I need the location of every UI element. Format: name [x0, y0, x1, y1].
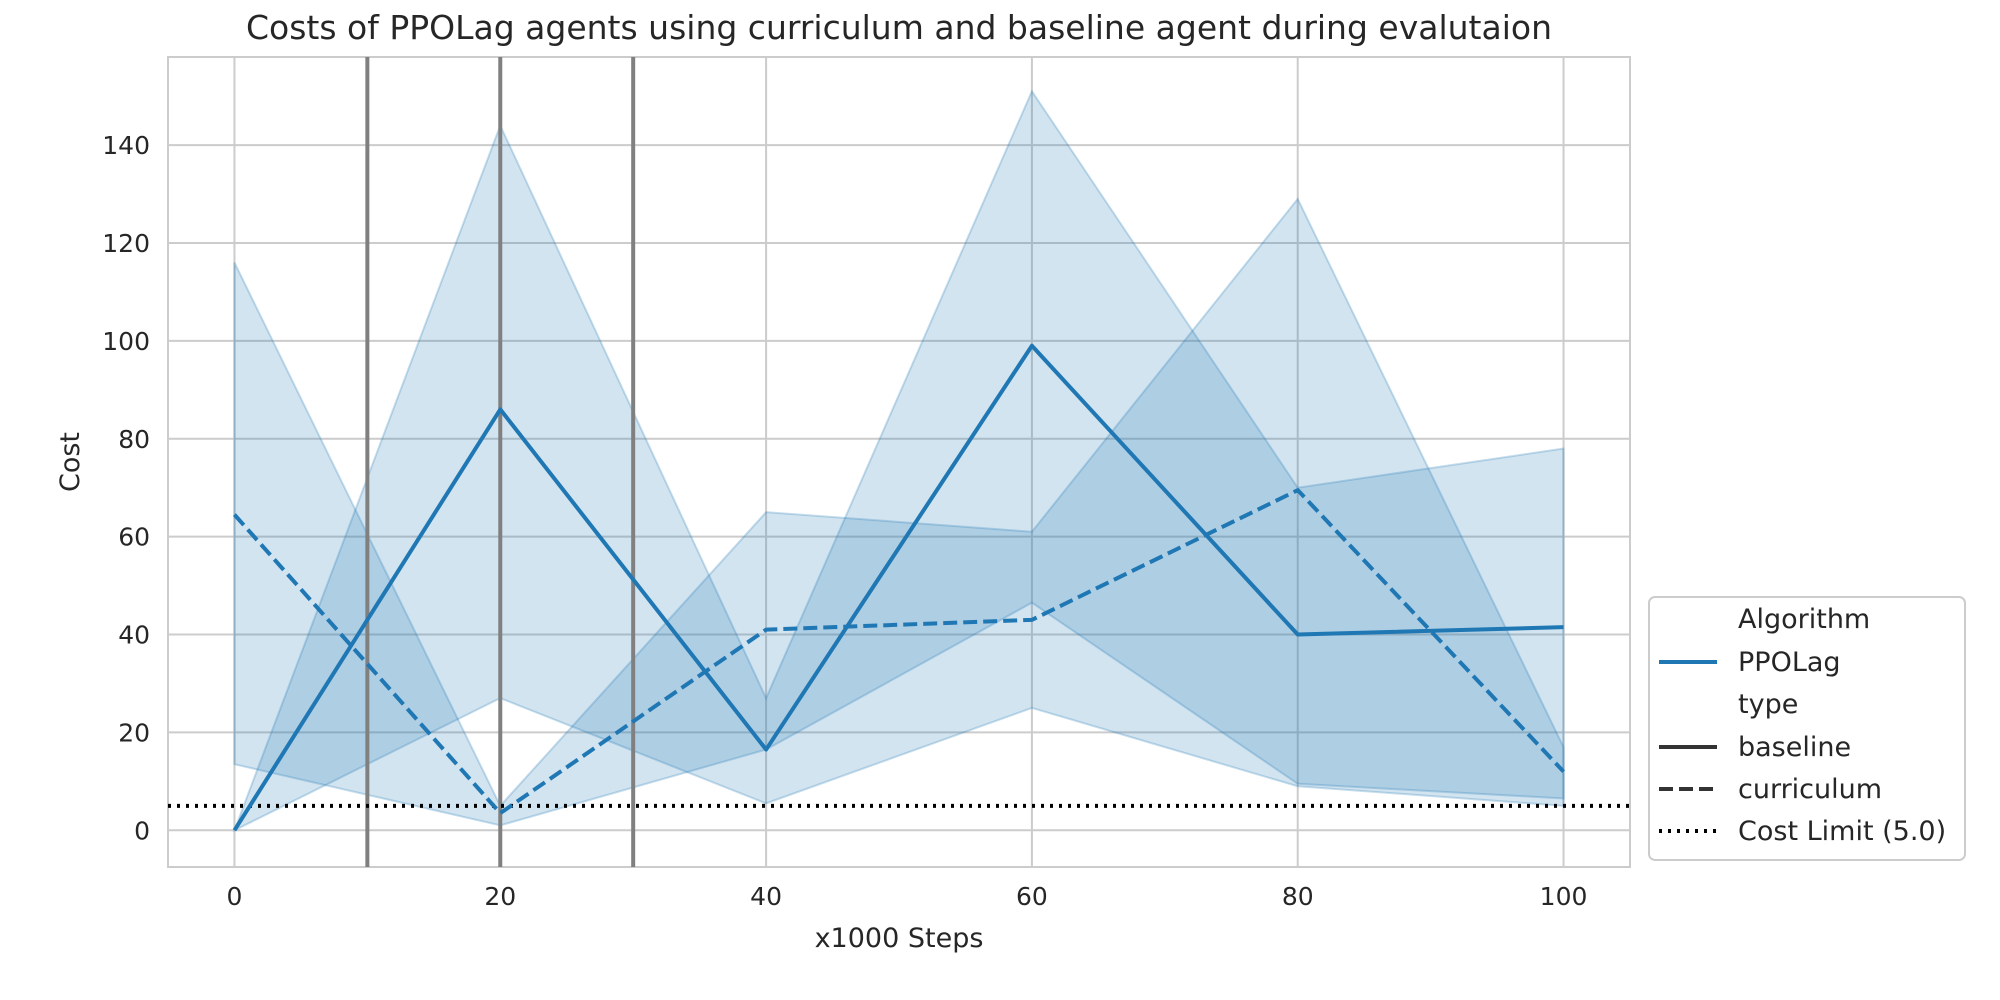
- chart-title: Costs of PPOLag agents using curriculum …: [246, 8, 1552, 47]
- x-tick-label: 80: [1282, 882, 1314, 911]
- x-tick-label: 60: [1016, 882, 1048, 911]
- y-tick-label: 140: [102, 131, 150, 160]
- legend-baseline-label: baseline: [1738, 732, 1851, 763]
- legend-algorithm-header: Algorithm: [1738, 604, 1870, 635]
- legend-type-header: type: [1738, 689, 1798, 720]
- legend-cost-limit-label: Cost Limit (5.0): [1738, 816, 1946, 847]
- series-lines: [232, 343, 1565, 832]
- legend-curriculum-label: curriculum: [1738, 774, 1882, 805]
- legend-box: [1648, 596, 1966, 861]
- y-tick-label: 80: [118, 425, 150, 454]
- series-line-curriculum: [232, 488, 1565, 816]
- y-tick-label: 0: [134, 816, 150, 845]
- y-tick-label: 100: [102, 327, 150, 356]
- vertical-markers: [365, 57, 636, 867]
- x-axis-label: x1000 Steps: [815, 923, 984, 954]
- legend-ppolag-label: PPOLag: [1738, 647, 1841, 678]
- x-tick-label: 0: [227, 882, 243, 911]
- legend: Algorithm PPOLag type baseline curriculu…: [1648, 596, 1966, 861]
- y-axis-label: Cost: [55, 432, 86, 492]
- y-tick-label: 60: [118, 523, 150, 552]
- x-tick-label: 40: [750, 882, 782, 911]
- x-tick-label: 20: [484, 882, 516, 911]
- series-line-baseline: [232, 343, 1564, 832]
- x-tick-label: 100: [1540, 882, 1588, 911]
- tick-labels: 0 20 40 60 80 100 0 20 40 60 80 100 120 140: [102, 131, 1587, 911]
- grid: [168, 57, 1630, 867]
- y-tick-label: 40: [118, 621, 150, 650]
- y-tick-label: 120: [102, 229, 150, 258]
- y-tick-label: 20: [118, 718, 150, 747]
